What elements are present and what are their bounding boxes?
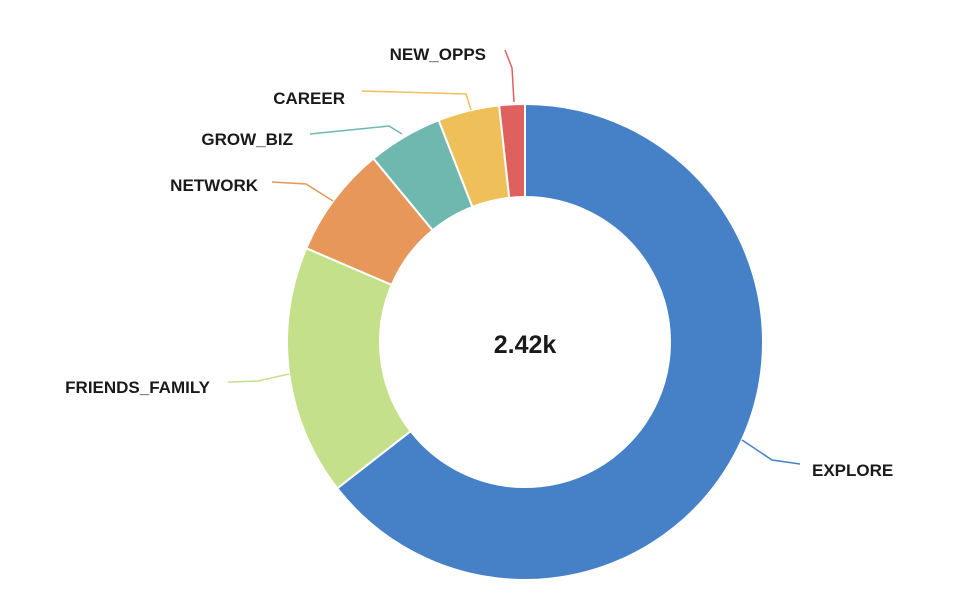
slice-label-career: CAREER xyxy=(273,89,345,108)
slice-label-grow-biz: GROW_BIZ xyxy=(201,130,293,149)
leader-line-grow-biz xyxy=(309,125,403,135)
slice-label-friends-family: FRIENDS_FAMILY xyxy=(65,378,211,397)
slice-label-explore: EXPLORE xyxy=(812,461,893,480)
leader-line-new-opps xyxy=(504,49,515,103)
slice-labels: EXPLORE FRIENDS_FAMILY NETWORK GROW_BIZ CARE… xyxy=(65,45,893,480)
donut-slices xyxy=(286,102,764,581)
leader-line-network xyxy=(271,181,334,202)
slice-label-network: NETWORK xyxy=(170,176,259,195)
leader-lines xyxy=(227,49,801,465)
leader-line-career xyxy=(361,90,472,111)
slice-explore[interactable] xyxy=(335,102,764,581)
center-total-label: 2.42k xyxy=(494,331,557,359)
leader-line-explore xyxy=(741,439,801,465)
slice-label-new-opps: NEW_OPPS xyxy=(390,45,486,64)
leader-line-friends-family xyxy=(227,373,290,383)
slice-new-opps[interactable] xyxy=(497,102,526,199)
